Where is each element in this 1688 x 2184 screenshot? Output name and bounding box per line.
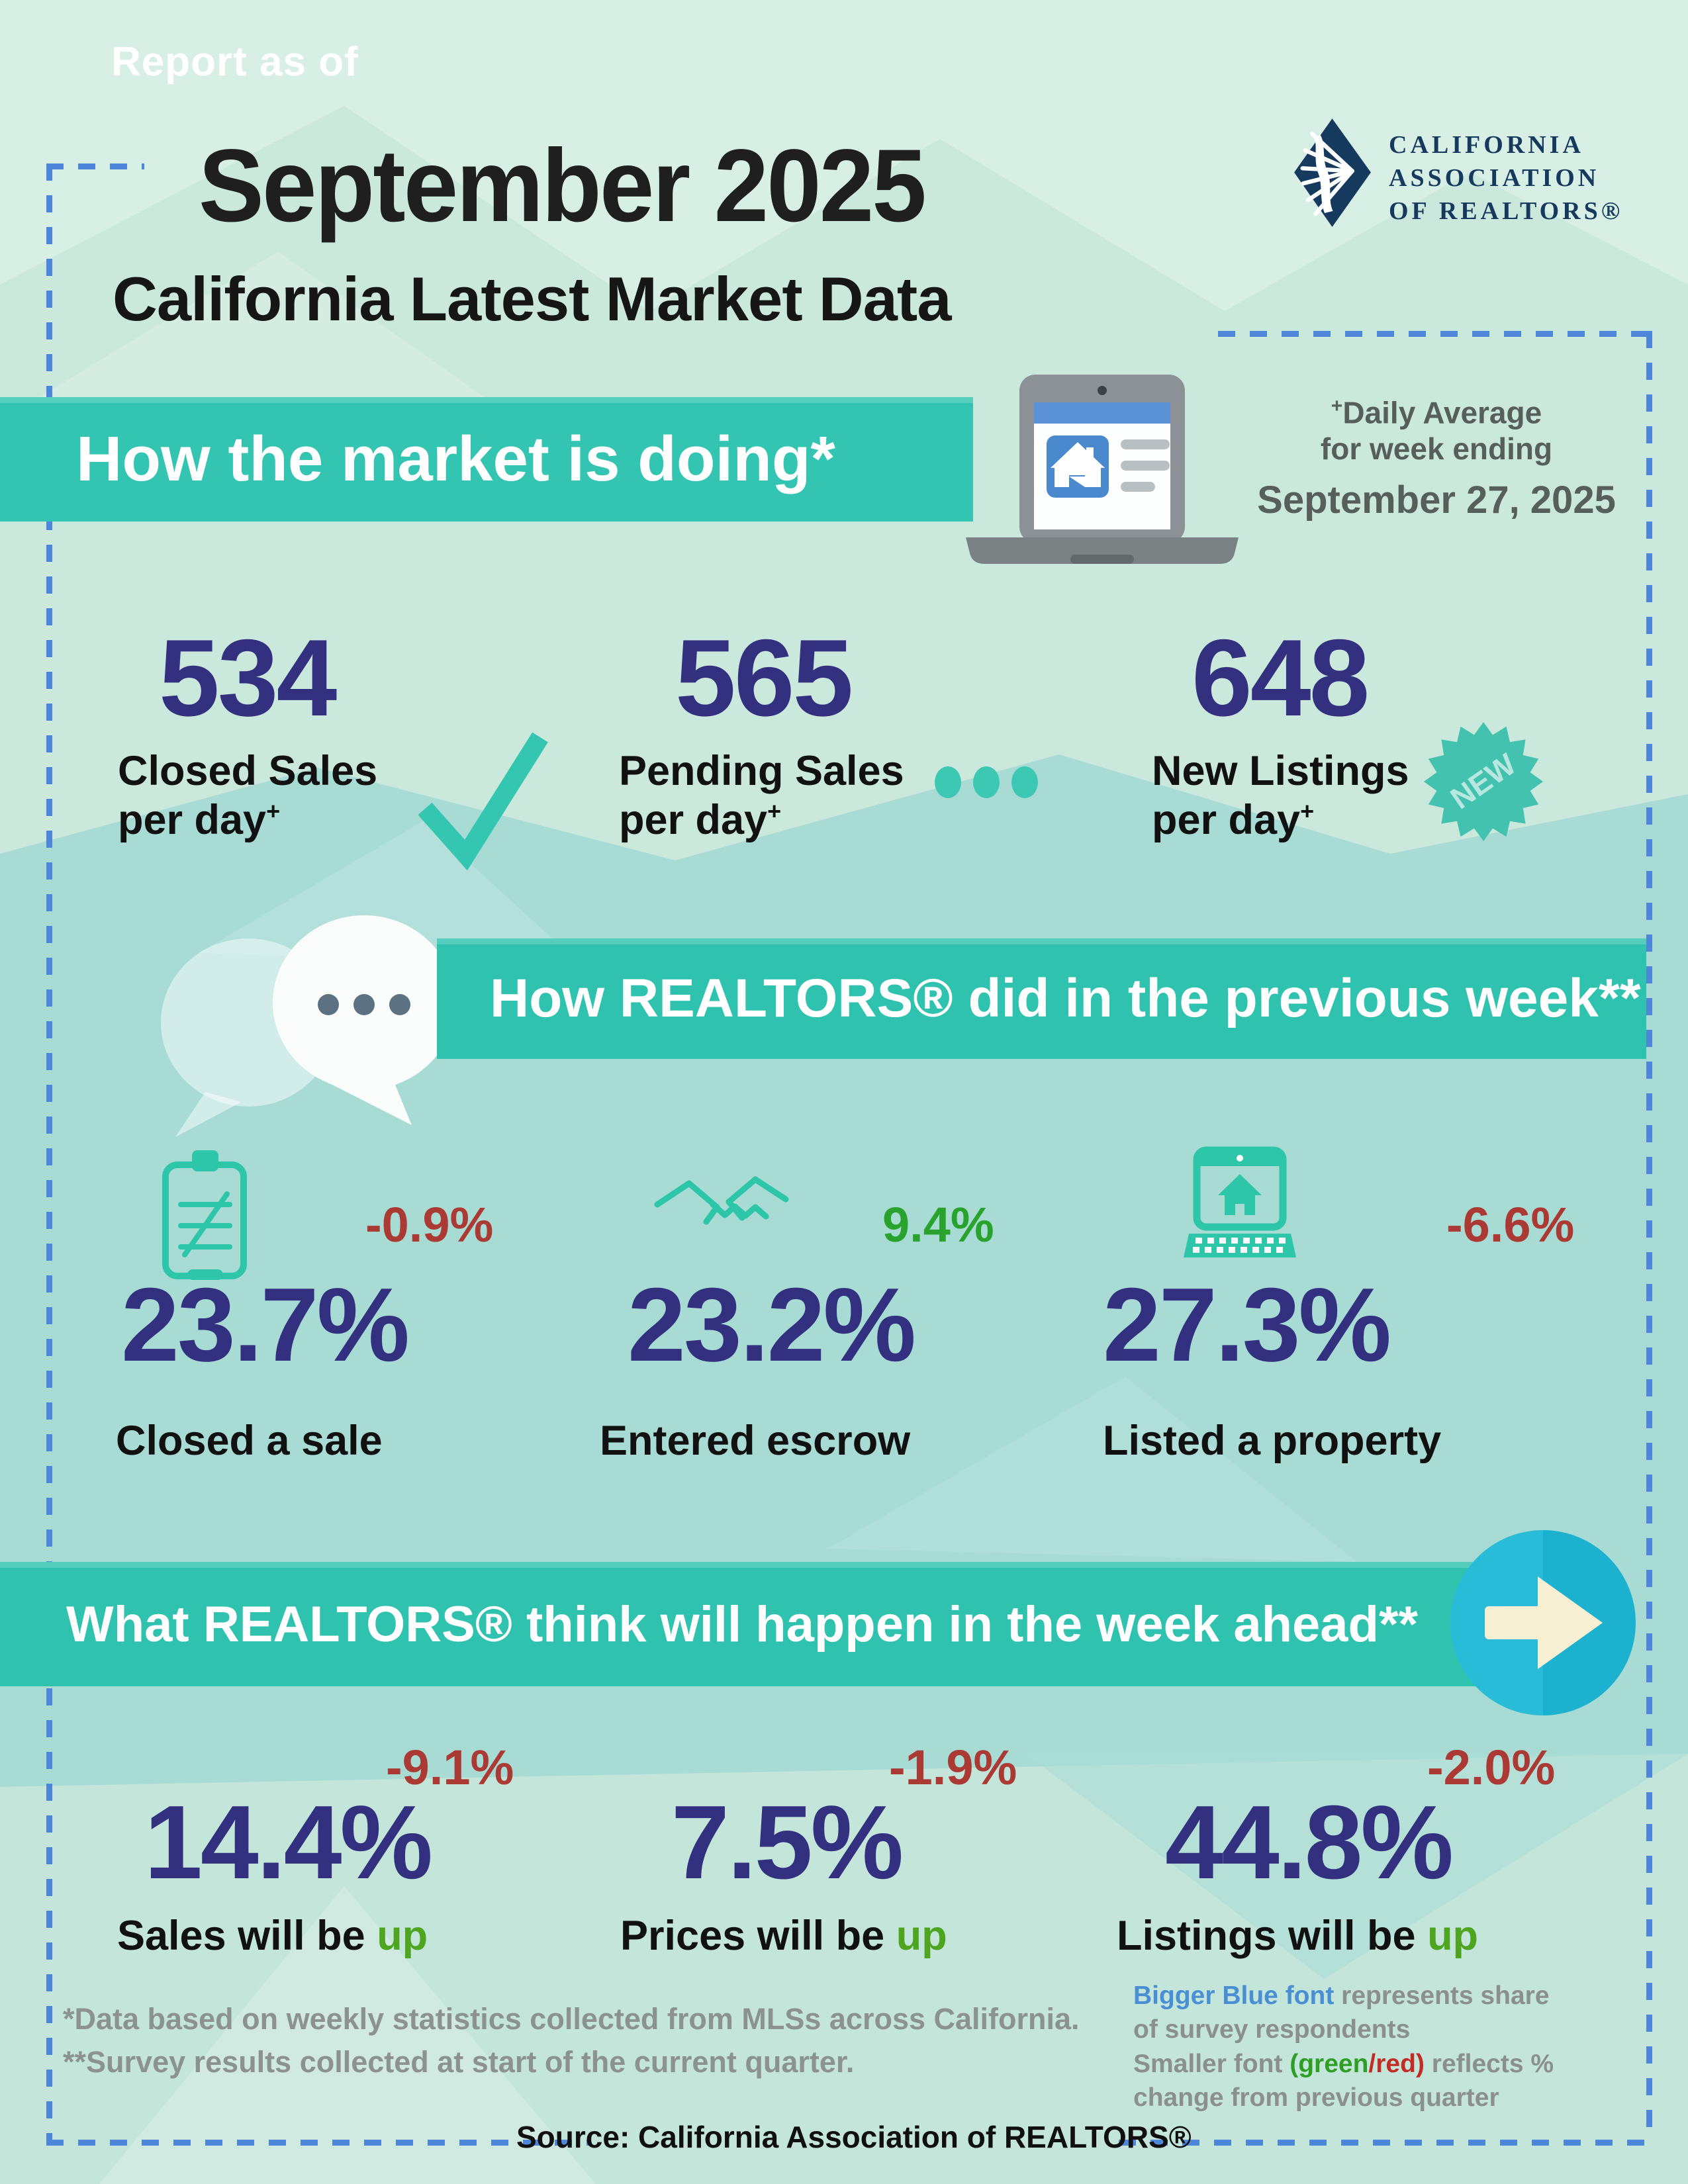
legend-text-1: represents share of survey respondents <box>1133 1981 1550 2044</box>
source-line: Source: California Association of REALTO… <box>516 2120 1192 2154</box>
pending-sales-label: Pending Sales per day+ <box>619 747 904 845</box>
realtors-banner-label: How REALTORS® did in the previous week** <box>490 968 1641 1028</box>
car-logo-text: CALIFORNIA ASSOCIATION OF REALTORS® <box>1389 128 1623 228</box>
closed-sales-label: Closed Sales per day+ <box>118 747 377 845</box>
market-banner-label: How the market is doing* <box>76 424 835 494</box>
sales-up-label: Sales will be up <box>117 1911 428 1960</box>
daily-average-note: +Daily Average for week ending <box>1238 394 1635 467</box>
footnote-line1: *Data based on weekly statistics collect… <box>63 2002 1080 2036</box>
laptop-icon <box>966 375 1239 564</box>
closed-sales-value: 534 <box>159 617 337 739</box>
note-line2: for week ending <box>1320 431 1553 466</box>
prices-up-value: 7.5% <box>671 1784 904 1901</box>
listings-up-value: 44.8% <box>1165 1784 1454 1901</box>
outlook-banner-label: What REALTORS® think will happen in the … <box>66 1596 1419 1653</box>
pending-sales-sup: + <box>767 797 782 825</box>
closed-sale-change: -0.9% <box>365 1197 494 1252</box>
closed-sale-label: Closed a sale <box>116 1418 383 1464</box>
frame-dash-top-left <box>46 163 144 169</box>
market-banner: How the market is doing* <box>0 397 973 522</box>
logo-line2: ASSOCIATION <box>1389 164 1600 193</box>
week-ending-date: September 27, 2025 <box>1257 478 1616 522</box>
footnotes: *Data based on weekly statistics collect… <box>63 1997 1080 2084</box>
closed-sales-sup: + <box>266 797 281 825</box>
prices-up-highlight: up <box>896 1913 947 1959</box>
listed-property-value: 27.3% <box>1103 1267 1391 1383</box>
entered-escrow-label: Entered escrow <box>600 1418 911 1464</box>
closed-sale-value: 23.7% <box>121 1267 410 1383</box>
frame-dash-bottom-left <box>46 2140 589 2146</box>
note-plus-sign: + <box>1331 395 1343 417</box>
listings-up-label: Listings will be up <box>1117 1911 1478 1960</box>
sales-up-highlight: up <box>377 1913 428 1959</box>
new-listings-label-line2: per day <box>1152 797 1301 844</box>
closed-sales-label-line1: Closed Sales <box>118 748 378 794</box>
closed-sales-label-line2: per day <box>118 797 267 844</box>
listings-up-highlight: up <box>1427 1913 1479 1959</box>
listed-property-label: Listed a property <box>1103 1418 1442 1464</box>
legend-red-text: /red) <box>1368 2049 1425 2078</box>
logo-line1: CALIFORNIA <box>1389 131 1584 159</box>
legend-text-2: Smaller font <box>1133 2049 1290 2078</box>
pending-sales-label-line2: per day <box>619 797 768 844</box>
realtors-banner: How REALTORS® did in the previous week** <box>437 938 1646 1059</box>
report-as-of-label: Report as of <box>111 39 359 85</box>
page-subtitle: California Latest Market Data <box>113 264 951 334</box>
page-title: September 2025 <box>199 128 927 244</box>
entered-escrow-change: 9.4% <box>882 1197 994 1252</box>
prices-up-label: Prices will be up <box>620 1911 947 1960</box>
new-listings-label: New Listings per day+ <box>1152 747 1409 845</box>
pending-sales-value: 565 <box>675 617 853 739</box>
logo-line3: OF REALTORS® <box>1389 197 1624 226</box>
ellipsis-icon <box>935 766 1038 798</box>
listed-property-change: -6.6% <box>1446 1197 1575 1252</box>
sales-up-change: -9.1% <box>386 1740 514 1795</box>
legend: Bigger Blue font represents share of sur… <box>1133 1979 1577 2115</box>
checkmark-icon <box>418 732 548 870</box>
entered-escrow-value: 23.2% <box>628 1267 916 1383</box>
car-logo-icon <box>1294 118 1371 227</box>
listings-up-change: -2.0% <box>1427 1740 1556 1795</box>
new-badge: NEW <box>1424 722 1543 841</box>
new-listings-value: 648 <box>1192 617 1370 739</box>
listings-up-label-text: Listings will be <box>1117 1913 1416 1959</box>
frame-dash-right <box>1646 331 1652 2140</box>
legend-green-text: (green <box>1289 2049 1369 2078</box>
legend-blue-text: Bigger Blue font <box>1133 1981 1335 2010</box>
chat-bubbles-icon <box>161 915 455 1137</box>
pending-sales-label-line1: Pending Sales <box>619 748 904 794</box>
new-listings-label-line1: New Listings <box>1152 748 1409 794</box>
frame-dash-left <box>46 163 52 2140</box>
frame-dash-bottom-right <box>1119 2140 1652 2146</box>
outlook-banner: What REALTORS® think will happen in the … <box>0 1562 1556 1686</box>
prices-up-change: -1.9% <box>889 1740 1017 1795</box>
laptop-house-icon <box>1184 1146 1296 1257</box>
arrow-right-icon <box>1450 1530 1636 1715</box>
handshake-icon <box>654 1176 789 1225</box>
footnote-line2: **Survey results collected at start of t… <box>63 2045 855 2079</box>
legend-text-3: reflects % change from previous quarter <box>1133 2049 1554 2113</box>
prices-up-label-text: Prices will be <box>620 1913 885 1959</box>
frame-dash-top-right <box>1218 331 1652 337</box>
new-listings-sup: + <box>1300 797 1315 825</box>
sales-up-label-text: Sales will be <box>117 1913 365 1959</box>
clipboard-icon <box>162 1150 247 1280</box>
note-line1: Daily Average <box>1342 395 1542 430</box>
sales-up-value: 14.4% <box>144 1784 433 1901</box>
